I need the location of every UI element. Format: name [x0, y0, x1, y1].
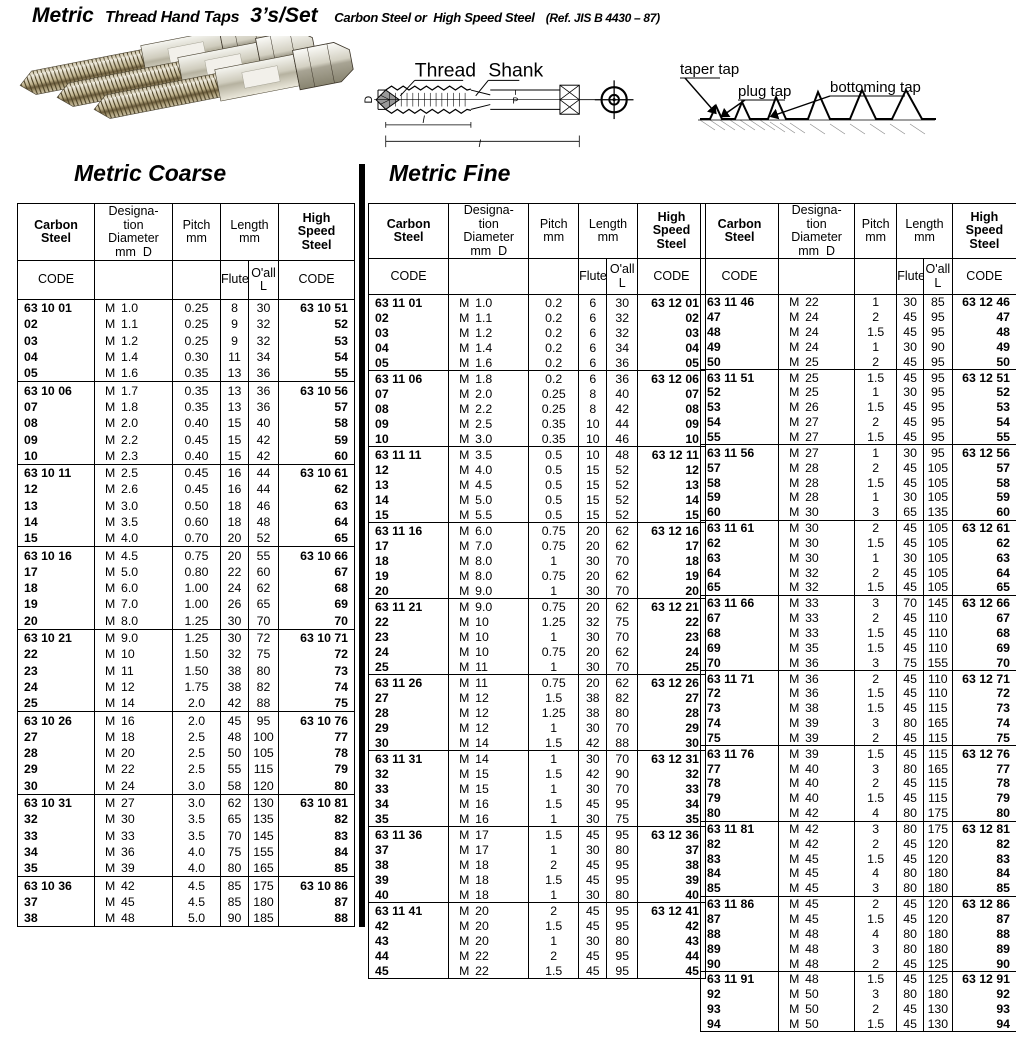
svg-text:Shank: Shank	[488, 61, 543, 81]
svg-text:l: l	[423, 115, 426, 126]
svg-text:l: l	[479, 139, 482, 150]
svg-text:taper tap: taper tap	[680, 62, 739, 78]
svg-text:D: D	[363, 96, 375, 104]
svg-text:Thread: Thread	[415, 61, 476, 81]
svg-text:plug tap: plug tap	[738, 83, 791, 100]
svg-text:P: P	[513, 96, 519, 106]
